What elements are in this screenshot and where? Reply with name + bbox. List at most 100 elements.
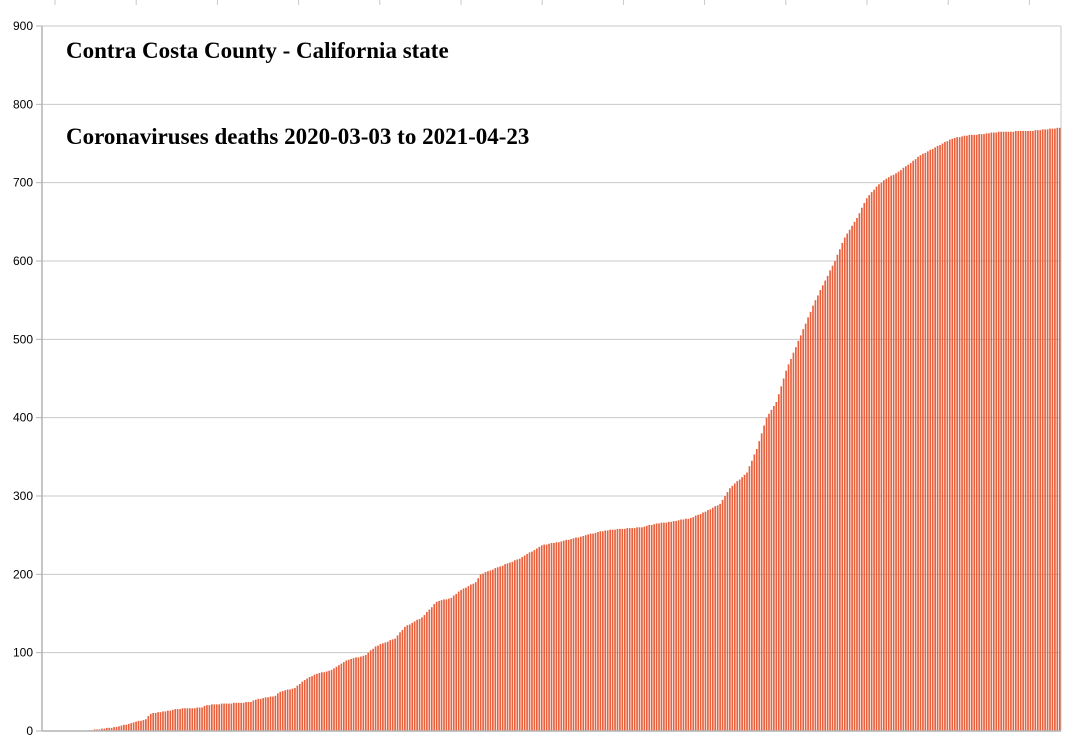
bar <box>743 474 746 731</box>
bar <box>421 617 423 731</box>
bar <box>523 555 526 731</box>
bar <box>499 566 502 731</box>
bar <box>599 531 602 731</box>
bar <box>252 700 255 731</box>
bar <box>259 698 262 731</box>
bar <box>1014 130 1017 732</box>
bar <box>577 537 580 731</box>
bar <box>281 691 284 731</box>
bar <box>953 138 956 731</box>
bar <box>250 702 252 731</box>
bar <box>484 571 487 731</box>
bar <box>995 132 998 731</box>
bar <box>582 535 585 731</box>
bar <box>345 660 348 731</box>
bar <box>966 135 968 732</box>
bar <box>142 720 145 731</box>
bars <box>88 127 1061 732</box>
bar <box>257 698 260 731</box>
bar <box>729 488 731 731</box>
bar <box>653 524 655 731</box>
bar <box>553 543 555 731</box>
bar <box>914 159 917 732</box>
bar <box>875 186 878 731</box>
bar <box>631 528 633 731</box>
bar <box>711 507 714 731</box>
bar <box>1000 131 1002 731</box>
bar <box>184 708 186 731</box>
bar <box>560 541 563 731</box>
bar <box>384 642 387 731</box>
bar <box>865 198 868 731</box>
bar <box>558 542 560 731</box>
bar <box>198 707 201 731</box>
bar <box>477 578 480 731</box>
bar <box>677 520 680 731</box>
bar <box>738 479 741 731</box>
bar <box>665 522 668 731</box>
bar <box>623 528 626 731</box>
bar <box>843 237 846 731</box>
bar <box>685 518 687 731</box>
bar <box>821 285 824 731</box>
bar <box>311 676 313 731</box>
y-tick-label: 400 <box>13 411 33 425</box>
bar <box>597 532 599 731</box>
bar <box>509 562 511 731</box>
bar <box>570 539 572 731</box>
bar <box>386 641 389 731</box>
bar <box>667 521 670 731</box>
bar <box>907 164 910 731</box>
bar <box>196 707 199 731</box>
bar <box>721 499 724 731</box>
bar <box>731 485 734 731</box>
y-tick-label: 300 <box>13 489 33 503</box>
bar <box>330 669 333 731</box>
bar <box>531 551 533 731</box>
bar <box>448 598 450 731</box>
bar <box>931 148 934 732</box>
bar <box>592 533 594 731</box>
bar <box>841 242 844 732</box>
bar <box>658 523 660 731</box>
bar <box>567 539 570 731</box>
bar <box>545 544 548 731</box>
bar <box>905 166 907 732</box>
bar <box>496 567 499 731</box>
bar <box>132 722 135 731</box>
bar <box>301 681 304 731</box>
bar <box>118 726 120 731</box>
bar <box>516 559 519 731</box>
bar <box>575 537 577 731</box>
bar <box>878 184 880 732</box>
bar <box>912 160 914 732</box>
bar <box>817 295 819 731</box>
bar <box>941 143 944 731</box>
bar <box>206 705 208 731</box>
bar <box>919 155 922 731</box>
bar <box>777 394 780 731</box>
chart-subtitle: Coronaviruses deaths 2020-03-03 to 2021-… <box>66 124 529 149</box>
bar <box>108 727 111 731</box>
bar <box>540 545 543 731</box>
y-tick-label: 700 <box>13 176 33 190</box>
bar <box>228 703 230 731</box>
bar <box>306 678 308 731</box>
bar <box>338 665 340 731</box>
bar <box>643 526 646 731</box>
bar <box>181 708 184 731</box>
chart-title: Contra Costa County - California state <box>66 38 449 63</box>
bar <box>191 708 194 731</box>
bar <box>601 531 604 731</box>
bar <box>792 352 795 731</box>
bar <box>753 454 756 731</box>
bar <box>267 697 269 731</box>
bar <box>189 708 191 731</box>
bar <box>611 529 614 731</box>
bar <box>443 599 445 731</box>
bar <box>328 670 330 731</box>
bar <box>797 340 800 731</box>
bar <box>633 528 636 731</box>
bar <box>927 151 929 731</box>
